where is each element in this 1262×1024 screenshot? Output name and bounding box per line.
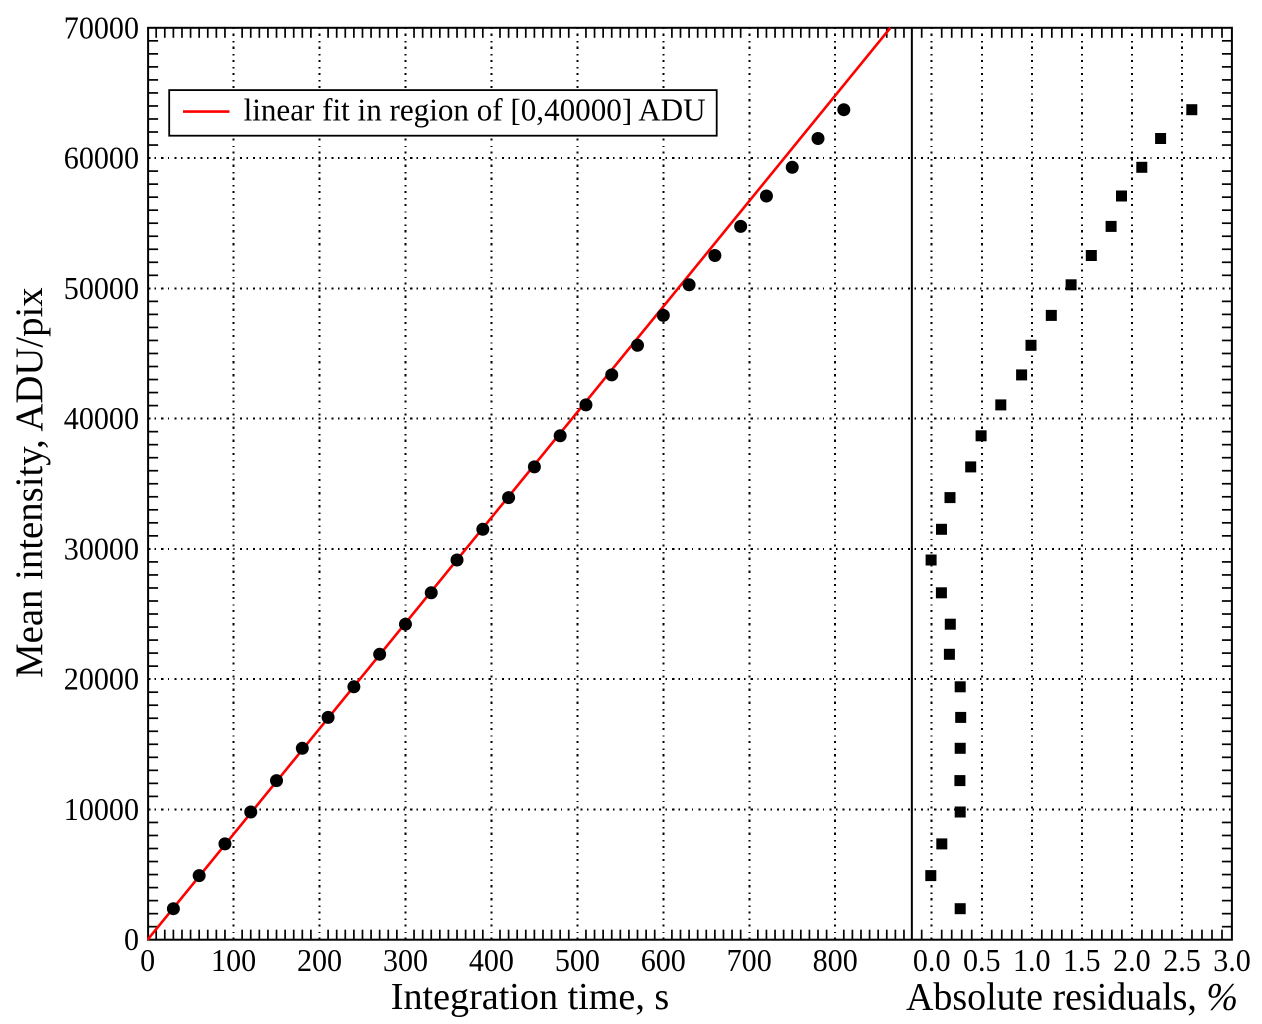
svg-text:Mean intensity, ADU/pix: Mean intensity, ADU/pix: [8, 287, 51, 678]
svg-text:1.0: 1.0: [1013, 943, 1051, 978]
svg-text:10000: 10000: [64, 792, 139, 827]
svg-text:800: 800: [813, 943, 858, 978]
svg-text:3.0: 3.0: [1213, 943, 1251, 978]
svg-text:60000: 60000: [64, 141, 139, 176]
svg-text:50000: 50000: [64, 271, 139, 306]
svg-text:1.5: 1.5: [1063, 943, 1101, 978]
svg-text:400: 400: [469, 943, 514, 978]
svg-text:0.0: 0.0: [913, 943, 951, 978]
svg-text:20000: 20000: [64, 662, 139, 697]
svg-text:40000: 40000: [64, 401, 139, 436]
svg-text:200: 200: [297, 943, 342, 978]
svg-text:2.0: 2.0: [1113, 943, 1151, 978]
svg-text:Integration time, s: Integration time, s: [391, 976, 670, 1018]
svg-text:300: 300: [383, 943, 428, 978]
svg-text:0: 0: [124, 922, 139, 957]
svg-text:100: 100: [211, 943, 256, 978]
svg-text:30000: 30000: [64, 531, 139, 566]
svg-text:Absolute residuals, %: Absolute residuals, %: [906, 977, 1238, 1019]
svg-text:600: 600: [641, 943, 686, 978]
svg-text:0: 0: [140, 943, 155, 978]
svg-text:0.5: 0.5: [963, 943, 1001, 978]
svg-text:700: 700: [727, 943, 772, 978]
svg-text:2.5: 2.5: [1163, 943, 1201, 978]
svg-text:linear fit in region of [0,400: linear fit in region of [0,40000] ADU: [244, 93, 706, 128]
svg-text:500: 500: [555, 943, 600, 978]
svg-text:70000: 70000: [64, 10, 139, 45]
